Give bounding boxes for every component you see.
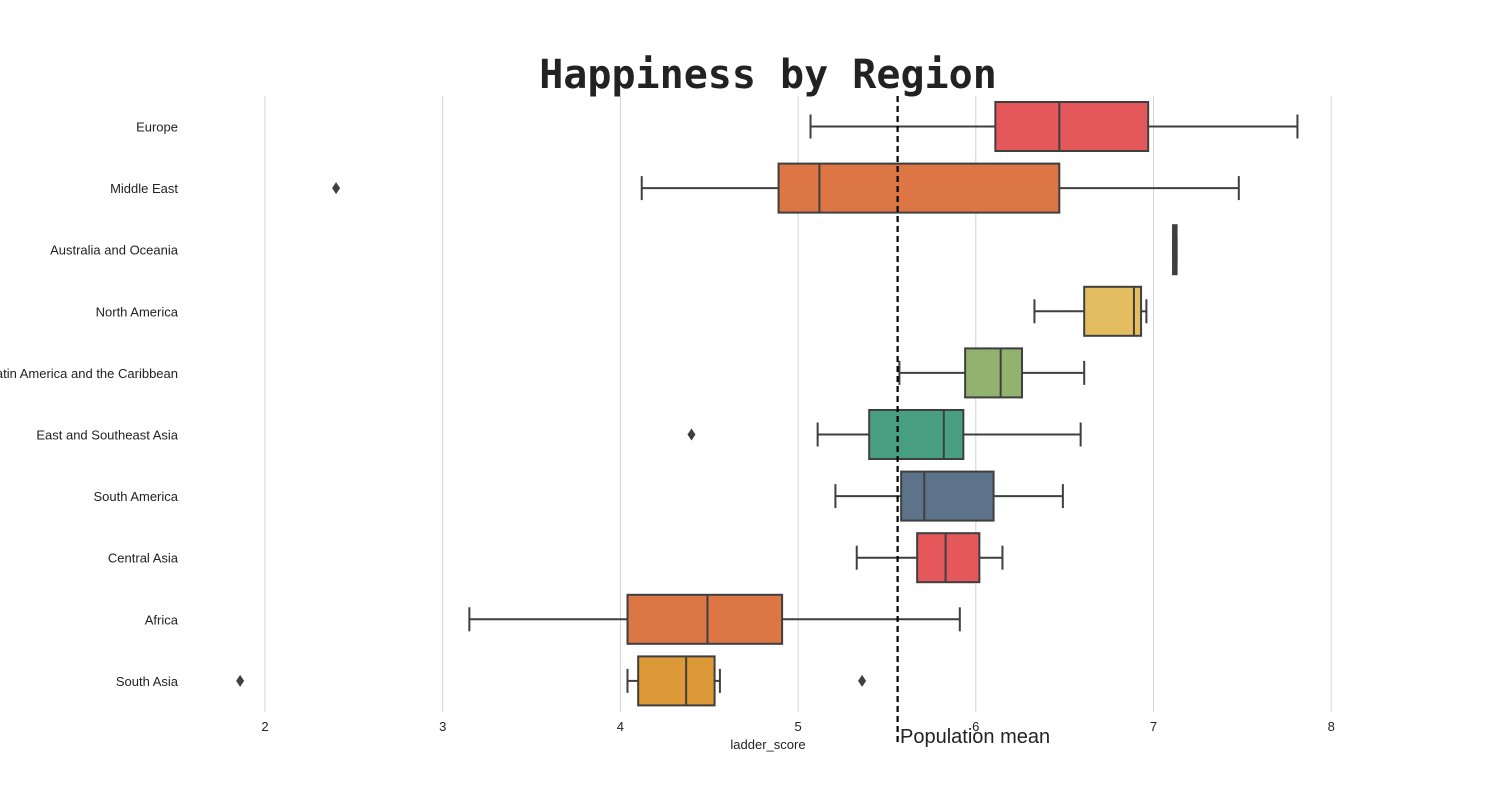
box-iqr-4 [964, 347, 1024, 399]
y-label-0: Europe [136, 120, 178, 135]
outlier-9-1 [858, 674, 867, 687]
outlier-1-0 [332, 182, 341, 195]
box-group-9 [236, 655, 867, 707]
box-series [236, 101, 1299, 707]
y-label-5: East and Southeast Asia [36, 428, 178, 443]
y-label-1: Middle East [110, 181, 178, 196]
box-group-7 [855, 532, 1004, 584]
box-iqr-1 [777, 162, 1061, 214]
box-iqr-9 [637, 655, 716, 707]
outlier-9-0 [236, 674, 245, 687]
y-label-3: North America [96, 304, 179, 319]
x-tick-label-7: 7 [1150, 719, 1157, 734]
box-group-6 [834, 470, 1064, 522]
y-label-4: Latin America and the Caribbean [0, 366, 178, 381]
box-group-5 [687, 409, 1082, 460]
x-tick-label-6: 6 [972, 719, 979, 734]
box-iqr-6 [900, 470, 995, 522]
reference-line-label: Population mean [900, 726, 1050, 748]
box-group-2 [1172, 224, 1178, 276]
x-tick-label-2: 2 [261, 719, 268, 734]
x-axis-label: ladder_score [730, 737, 805, 752]
outlier-5-0 [687, 428, 696, 441]
y-label-7: Central Asia [108, 551, 179, 566]
box-group-1 [332, 162, 1240, 214]
box-group-8 [468, 593, 961, 645]
x-tick-label-8: 8 [1328, 719, 1335, 734]
x-axis-ticks: 2 3 4 5 6 7 8 [261, 719, 1334, 734]
box-iqr-5 [868, 409, 965, 460]
y-label-9: South Asia [116, 674, 179, 689]
x-tick-label-5: 5 [794, 719, 801, 734]
y-label-8: Africa [145, 612, 179, 627]
box-iqr-8 [626, 593, 784, 645]
box-group-4 [898, 347, 1086, 399]
chart-title: Happiness by Region [539, 52, 997, 98]
box-group-3 [1033, 285, 1148, 337]
y-label-6: South America [93, 489, 178, 504]
x-tick-label-4: 4 [617, 719, 624, 734]
box-group-0 [809, 101, 1299, 152]
y-label-2: Australia and Oceania [50, 243, 179, 258]
box-iqr-0 [994, 101, 1150, 152]
x-tick-label-3: 3 [439, 719, 446, 734]
box-iqr-7 [916, 532, 981, 584]
box-iqr-3 [1083, 285, 1143, 337]
y-axis-labels: Europe Middle East Australia and Oceania No… [0, 120, 179, 689]
